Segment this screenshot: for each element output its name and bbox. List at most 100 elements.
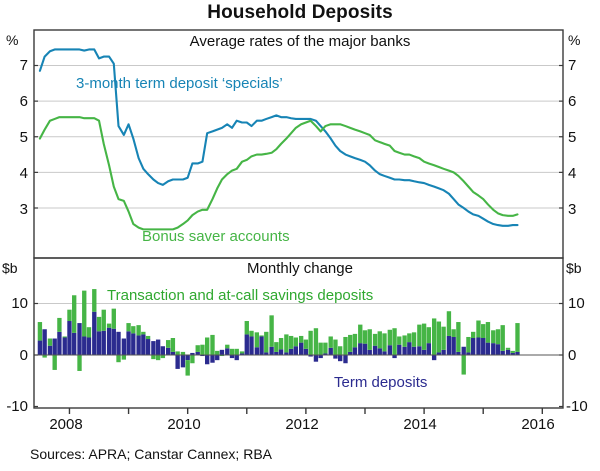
bar-transaction-atcall[interactable] xyxy=(470,331,476,339)
bar-term-deposits[interactable] xyxy=(402,346,407,355)
bar-term-deposits[interactable] xyxy=(160,346,166,355)
bar-transaction-atcall[interactable] xyxy=(86,327,92,338)
bar-transaction-atcall[interactable] xyxy=(57,317,62,332)
bar-term-deposits[interactable] xyxy=(397,344,402,355)
bar-transaction-atcall[interactable] xyxy=(274,342,279,352)
bar-term-deposits[interactable] xyxy=(387,345,392,355)
bar-term-deposits[interactable] xyxy=(249,336,254,355)
bar-term-deposits[interactable] xyxy=(293,346,299,355)
bar-term-deposits[interactable] xyxy=(77,323,82,355)
bar-term-deposits[interactable] xyxy=(515,351,520,355)
bar-transaction-atcall[interactable] xyxy=(303,339,309,349)
bar-term-deposits[interactable] xyxy=(407,342,412,355)
bar-term-deposits[interactable] xyxy=(42,329,47,355)
bar-term-deposits[interactable] xyxy=(505,349,511,355)
bar-transaction-atcall[interactable] xyxy=(372,333,378,346)
bar-term-deposits[interactable] xyxy=(37,340,43,355)
bar-transaction-atcall[interactable] xyxy=(402,335,407,347)
bar-term-deposits[interactable] xyxy=(136,335,141,355)
bar-term-deposits[interactable] xyxy=(269,346,274,355)
bar-transaction-atcall[interactable] xyxy=(67,309,72,322)
bar-transaction-atcall[interactable] xyxy=(111,308,116,329)
bar-transaction-atcall[interactable] xyxy=(485,322,491,343)
bar-term-deposits[interactable] xyxy=(348,351,353,355)
bar-term-deposits[interactable] xyxy=(239,353,245,355)
bar-term-deposits[interactable] xyxy=(180,355,186,368)
bar-term-deposits[interactable] xyxy=(343,355,348,364)
bar-term-deposits[interactable] xyxy=(446,335,452,355)
bar-term-deposits[interactable] xyxy=(165,347,171,355)
bar-transaction-atcall[interactable] xyxy=(358,324,363,344)
bar-group[interactable] xyxy=(37,289,520,376)
bar-transaction-atcall[interactable] xyxy=(392,328,397,355)
bar-transaction-atcall[interactable] xyxy=(323,342,328,354)
bar-transaction-atcall[interactable] xyxy=(205,337,210,355)
bar-transaction-atcall[interactable] xyxy=(407,333,412,343)
bar-transaction-atcall[interactable] xyxy=(195,345,200,352)
bar-term-deposits[interactable] xyxy=(225,348,230,355)
bar-term-deposits[interactable] xyxy=(215,355,220,361)
bar-transaction-atcall[interactable] xyxy=(451,329,456,337)
bar-term-deposits[interactable] xyxy=(259,336,264,355)
bar-transaction-atcall[interactable] xyxy=(426,327,432,344)
bar-term-deposits[interactable] xyxy=(426,343,432,355)
bar-transaction-atcall[interactable] xyxy=(278,338,284,350)
bar-term-deposits[interactable] xyxy=(229,355,235,359)
bar-transaction-atcall[interactable] xyxy=(495,329,501,345)
bar-term-deposits[interactable] xyxy=(372,345,378,355)
bar-term-deposits[interactable] xyxy=(254,347,260,355)
bar-transaction-atcall[interactable] xyxy=(456,322,461,352)
bar-term-deposits[interactable] xyxy=(500,350,505,355)
bar-term-deposits[interactable] xyxy=(57,331,62,355)
bar-term-deposits[interactable] xyxy=(367,349,372,355)
bar-term-deposits[interactable] xyxy=(72,332,77,355)
bar-transaction-atcall[interactable] xyxy=(397,336,402,345)
bar-term-deposits[interactable] xyxy=(510,352,515,355)
bar-transaction-atcall[interactable] xyxy=(461,355,466,375)
bar-term-deposits[interactable] xyxy=(284,352,289,355)
bar-term-deposits[interactable] xyxy=(195,351,200,355)
bar-term-deposits[interactable] xyxy=(82,336,87,355)
bar-term-deposits[interactable] xyxy=(92,311,97,355)
bar-transaction-atcall[interactable] xyxy=(151,355,156,360)
bar-transaction-atcall[interactable] xyxy=(269,315,274,347)
bar-term-deposits[interactable] xyxy=(417,346,422,355)
bar-transaction-atcall[interactable] xyxy=(185,360,190,376)
bar-term-deposits[interactable] xyxy=(111,328,116,355)
bar-term-deposits[interactable] xyxy=(377,348,382,355)
bar-transaction-atcall[interactable] xyxy=(225,344,230,349)
bar-term-deposits[interactable] xyxy=(436,352,442,355)
bar-term-deposits[interactable] xyxy=(303,348,309,355)
bar-term-deposits[interactable] xyxy=(96,331,102,355)
bar-transaction-atcall[interactable] xyxy=(82,290,87,337)
bar-transaction-atcall[interactable] xyxy=(239,351,245,354)
bar-transaction-atcall[interactable] xyxy=(244,321,249,335)
bar-term-deposits[interactable] xyxy=(67,321,72,355)
bar-term-deposits[interactable] xyxy=(190,352,195,355)
bar-term-deposits[interactable] xyxy=(52,338,57,355)
bar-term-deposits[interactable] xyxy=(451,336,456,355)
bar-transaction-atcall[interactable] xyxy=(446,311,452,336)
bar-transaction-atcall[interactable] xyxy=(92,289,97,312)
line-bonus-saver[interactable] xyxy=(38,116,519,231)
bar-transaction-atcall[interactable] xyxy=(421,323,427,350)
bar-transaction-atcall[interactable] xyxy=(136,325,141,336)
bar-transaction-atcall[interactable] xyxy=(219,355,225,357)
bar-transaction-atcall[interactable] xyxy=(505,347,511,350)
bar-transaction-atcall[interactable] xyxy=(337,346,343,355)
bar-transaction-atcall[interactable] xyxy=(106,323,112,328)
bar-transaction-atcall[interactable] xyxy=(491,330,496,344)
bar-transaction-atcall[interactable] xyxy=(101,309,106,331)
bar-term-deposits[interactable] xyxy=(101,330,106,355)
bar-transaction-atcall[interactable] xyxy=(333,339,338,355)
bar-term-deposits[interactable] xyxy=(155,339,161,355)
bar-term-deposits[interactable] xyxy=(86,337,92,355)
bar-transaction-atcall[interactable] xyxy=(52,355,57,370)
bar-term-deposits[interactable] xyxy=(382,351,387,355)
bar-term-deposits[interactable] xyxy=(470,338,476,355)
bar-term-deposits[interactable] xyxy=(491,343,496,355)
bar-transaction-atcall[interactable] xyxy=(77,355,82,371)
bar-transaction-atcall[interactable] xyxy=(47,338,53,346)
bar-term-deposits[interactable] xyxy=(318,355,323,359)
bar-term-deposits[interactable] xyxy=(116,331,121,355)
